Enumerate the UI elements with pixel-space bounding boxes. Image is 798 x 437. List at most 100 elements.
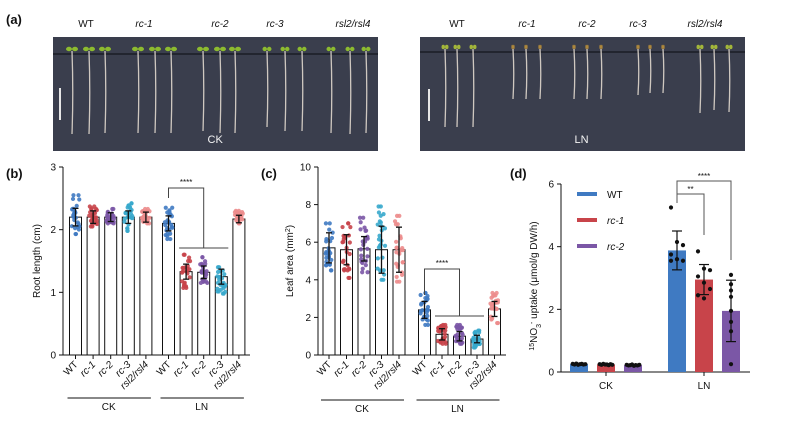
- seedling-ck-root: [170, 50, 173, 134]
- data-point: [141, 216, 146, 221]
- data-point: [583, 362, 588, 367]
- data-point: [87, 213, 92, 218]
- data-point: [76, 227, 82, 232]
- data-point: [637, 362, 642, 367]
- data-point: [365, 246, 370, 251]
- seedling-ln-root: [649, 48, 652, 94]
- data-point: [394, 261, 399, 266]
- data-point: [89, 223, 95, 228]
- seedling-ck-root: [266, 50, 269, 128]
- data-point: [360, 260, 365, 266]
- seedling-ck-cotyledon: [155, 46, 161, 52]
- data-point: [680, 243, 686, 248]
- y-tick-label: 2: [50, 225, 56, 236]
- data-point: [489, 306, 494, 311]
- seedling-ln-cotyledon: [661, 44, 663, 50]
- panel-label-b: (b): [6, 166, 23, 181]
- seedling-ln-root: [444, 48, 447, 128]
- data-point: [418, 311, 423, 316]
- data-point: [323, 251, 328, 256]
- seedling-ck-root: [71, 50, 74, 135]
- seedling-ck-root: [202, 50, 205, 132]
- seedling-ln-root: [586, 48, 589, 100]
- data-point: [459, 325, 464, 331]
- seedling-ck-root: [104, 50, 107, 134]
- seedling-ln-root: [525, 48, 528, 100]
- significance-label: ****: [436, 259, 448, 268]
- data-point: [112, 216, 117, 221]
- data-point: [460, 332, 465, 337]
- seedling-ln-cotyledon: [526, 44, 528, 50]
- data-point: [707, 268, 713, 273]
- photo-genotype-label: WT: [78, 19, 94, 30]
- significance-label: ****: [180, 178, 192, 187]
- data-point: [125, 226, 130, 231]
- data-point: [695, 249, 701, 254]
- bar: [86, 216, 100, 356]
- data-point: [163, 205, 168, 210]
- photo-genotype-label: rsl2/rsl4: [335, 19, 371, 30]
- seedling-ln-cotyledon: [453, 44, 457, 50]
- seedling-ck-cotyledon: [297, 46, 302, 52]
- data-point: [340, 224, 345, 230]
- significance-label: ****: [698, 172, 710, 181]
- data-point: [394, 213, 400, 218]
- seedling-ck-cotyledon: [132, 46, 138, 52]
- seedling-ck-cotyledon: [83, 46, 89, 52]
- photo-genotype-label: rc-1: [135, 19, 153, 30]
- group-label: LN: [195, 402, 208, 413]
- data-point: [187, 275, 192, 280]
- y-tick-label: 0: [50, 351, 56, 362]
- data-point: [359, 253, 364, 258]
- data-point: [728, 362, 734, 367]
- data-point: [363, 228, 368, 233]
- seedling-ck-root: [219, 50, 222, 134]
- y-tick-label: 1: [50, 288, 56, 299]
- seedling-ln-cotyledon: [636, 44, 638, 50]
- legend-label: rc-1: [607, 216, 624, 227]
- seedling-ln-cotyledon: [587, 44, 589, 50]
- bar: [104, 216, 118, 356]
- x-tick-label: LN: [698, 381, 711, 392]
- seedling-ck-cotyledon: [89, 46, 95, 52]
- data-point: [187, 267, 192, 272]
- seedling-ln-cotyledon: [663, 44, 665, 50]
- seedling-ln-root: [539, 48, 542, 100]
- y-tick-label: 6: [548, 180, 554, 191]
- data-point: [680, 258, 686, 263]
- panel-label-c: (c): [261, 166, 277, 181]
- seedling-ck-root: [365, 50, 368, 134]
- photo-condition-label: LN: [574, 134, 589, 146]
- data-point: [394, 279, 400, 284]
- seedling-ln-cotyledon: [638, 44, 640, 50]
- y-tick-label: 4: [548, 242, 554, 253]
- seedling-ck-cotyledon: [105, 46, 111, 52]
- seedling-ck-root: [137, 50, 140, 134]
- data-point: [215, 274, 220, 279]
- seedling-ck-cotyledon: [220, 46, 226, 52]
- panel-label-d: (d): [510, 166, 527, 181]
- x-tick-label: WT: [411, 359, 430, 378]
- data-point: [418, 292, 423, 298]
- seedling-ln-cotyledon: [511, 44, 513, 50]
- data-point: [360, 266, 365, 271]
- data-point: [346, 266, 352, 271]
- data-point: [425, 308, 431, 313]
- data-point: [130, 215, 135, 221]
- seedling-ck-cotyledon: [235, 46, 241, 52]
- seedling-ln-cotyledon: [574, 44, 576, 50]
- seedling-ck-cotyledon: [280, 46, 285, 52]
- bar: [232, 218, 246, 356]
- data-point: [455, 332, 460, 337]
- seedling-photo-ck: [53, 37, 378, 151]
- data-point: [181, 266, 186, 271]
- seedling-ln-cotyledon: [585, 44, 587, 50]
- y-tick-label: 2: [305, 313, 311, 324]
- seedling-ln-cotyledon: [714, 44, 718, 50]
- photo-genotype-label: WT: [449, 19, 465, 30]
- seedling-ln-cotyledon: [469, 44, 473, 50]
- y-tick-label: 8: [305, 200, 311, 211]
- bar: [162, 222, 175, 356]
- y-axis-label: 15NO3- uptake (μmol/g DW/h): [529, 221, 543, 350]
- x-tick-label: rc-2: [189, 359, 209, 379]
